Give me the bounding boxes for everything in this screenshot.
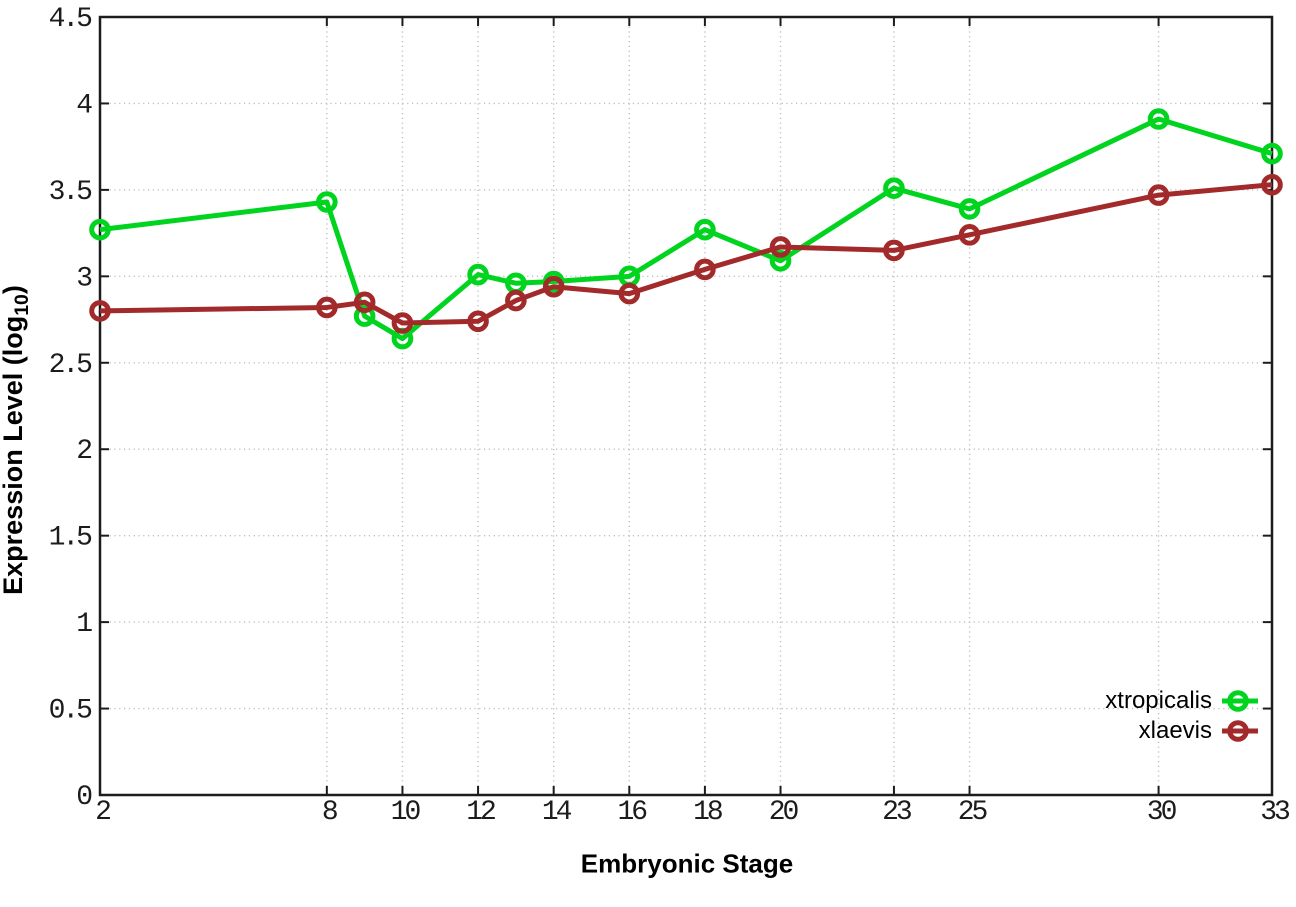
series-line-xtropicalis [99,116,1273,342]
x-tick-label: 10 [391,797,421,828]
y-tick-label: 4.5 [49,4,93,35]
data-point-xtropicalis [769,249,792,272]
y-tick-label: 2.5 [49,350,93,381]
data-point-xtropicalis [1261,142,1283,165]
data-point-xlaevis [1261,173,1283,196]
x-tick-label: 8 [322,797,337,828]
y-tick-label: 1.5 [49,523,93,554]
y-axis-title-text: Expression Level (log [0,315,28,595]
data-point-xlaevis [958,224,981,246]
y-tick-label: 4 [76,90,92,121]
legend-marker-xlaevis [1222,720,1258,742]
x-tick-label: 33 [1260,797,1290,828]
legend-marker-xtropicalis [1222,690,1258,712]
data-point-xlaevis [542,275,565,298]
data-point-xlaevis [694,258,716,281]
data-point-xlaevis [769,236,792,258]
x-tick-label: 20 [769,797,799,828]
data-point-xlaevis [618,282,641,305]
data-point-xtropicalis [1147,108,1170,130]
x-axis-title: Embryonic Stage [580,848,794,879]
data-point-xlaevis [467,310,489,333]
data-point-xlaevis [89,300,111,322]
y-axis-title-subscript: 10 [11,294,34,316]
data-point-xlaevis [316,296,338,319]
y-tick-label: 1 [76,609,92,640]
legend-item-xlaevis: xlaevis [1105,716,1258,746]
y-tick-label: 0 [76,782,92,813]
legend-item-xtropicalis: xtropicalis [1105,686,1258,716]
legend-label-xlaevis: xlaevis [1138,717,1212,744]
y-axis-title-close: ) [0,285,28,295]
y-axis-title: Expression Level (log10) [0,285,34,595]
data-point-xtropicalis [694,218,716,241]
series-line-xlaevis [99,182,1273,326]
y-tick-label: 2 [76,436,91,467]
x-tick-label: 25 [958,797,988,828]
data-point-xtropicalis [958,198,981,220]
x-tick-label: 16 [617,797,646,828]
data-point-xlaevis [883,239,905,262]
data-point-xtropicalis [467,263,489,286]
data-point-xlaevis [505,289,527,312]
y-tick-label: 3.5 [49,177,93,208]
legend-label-xtropicalis: xtropicalis [1105,687,1212,714]
data-point-xtropicalis [89,218,111,241]
x-tick-label: 23 [882,797,912,828]
x-tick-label: 14 [542,797,572,828]
x-tick-label: 18 [693,797,722,828]
legend: xtropicalis xlaevis [1105,686,1258,746]
x-tick-label: 30 [1147,797,1177,828]
data-point-xtropicalis [883,177,905,199]
data-point-xlaevis [353,291,376,314]
data-point-xlaevis [391,312,414,334]
y-tick-label: 0.5 [49,696,93,727]
x-tick-label: 12 [466,797,495,828]
data-point-xlaevis [1147,184,1170,206]
data-point-xtropicalis [316,191,338,213]
data-point-xtropicalis [353,305,376,327]
y-tick-label: 3 [76,263,92,294]
x-tick-label: 2 [95,797,110,828]
